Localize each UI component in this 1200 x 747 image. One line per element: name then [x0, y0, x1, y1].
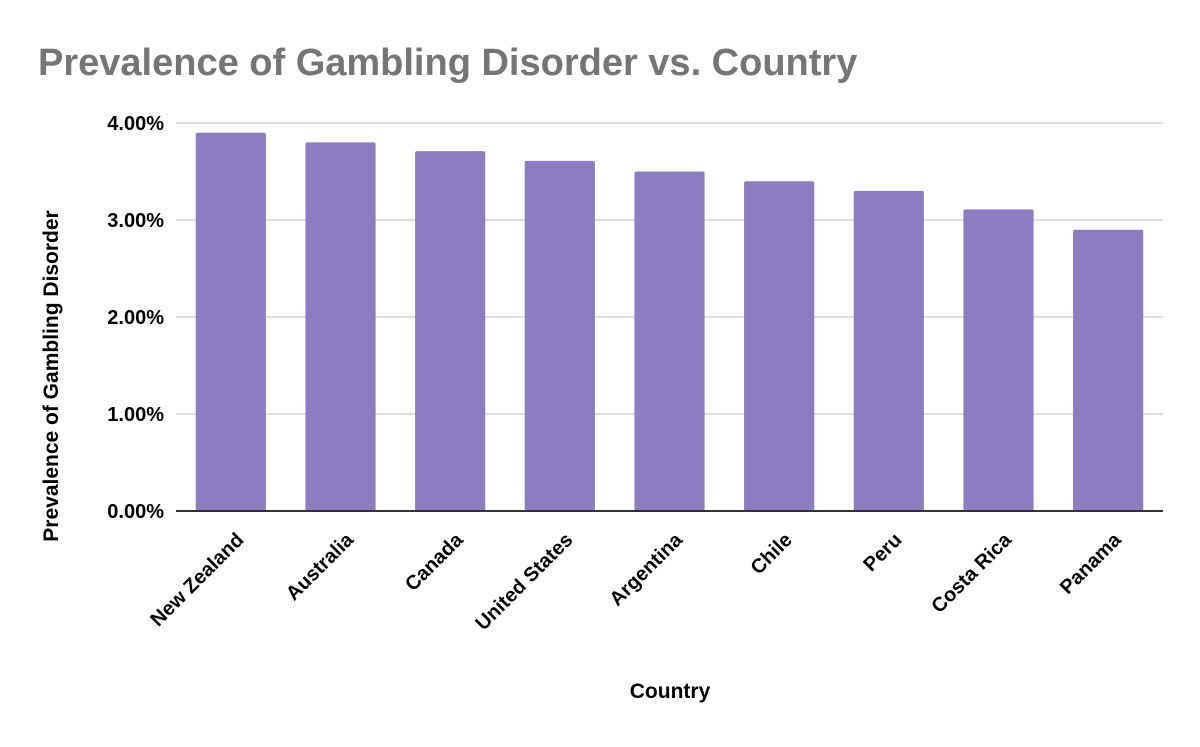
y-tick-label: 4.00%	[107, 113, 164, 135]
x-tick-labels: New Zealand Australia Canada United States A…	[146, 528, 1126, 635]
bar	[634, 171, 705, 511]
bar	[963, 209, 1034, 511]
bar	[305, 142, 376, 511]
x-tick-label: Canada	[401, 528, 468, 595]
y-tick-label: 2.00%	[107, 307, 164, 329]
x-tick-label: New Zealand	[146, 529, 248, 631]
y-axis-title: Prevalence of Gambling Disorder	[40, 210, 63, 541]
bar	[853, 190, 924, 511]
x-axis-title: Country	[630, 680, 711, 703]
x-tick-label: Argentina	[605, 528, 687, 610]
y-tick-label: 1.00%	[107, 404, 164, 426]
x-tick-label: Australia	[282, 528, 359, 605]
bar	[524, 160, 595, 511]
bars	[195, 132, 1144, 511]
bar	[1073, 229, 1144, 511]
bar	[195, 132, 266, 511]
y-tick-label: 0.00%	[107, 501, 164, 523]
y-tick-labels: 0.00% 1.00% 2.00% 3.00% 4.00%	[107, 113, 164, 523]
y-tick-label: 3.00%	[107, 210, 164, 232]
x-tick-label: United States	[471, 529, 577, 635]
x-tick-label: Chile	[747, 529, 797, 579]
bar	[744, 181, 815, 511]
x-tick-label: Peru	[859, 529, 906, 576]
x-tick-label: Costa Rica	[927, 528, 1016, 617]
x-tick-label: Panama	[1056, 528, 1126, 598]
bar	[415, 151, 486, 511]
chart-title: Prevalence of Gambling Disorder vs. Coun…	[38, 42, 857, 84]
